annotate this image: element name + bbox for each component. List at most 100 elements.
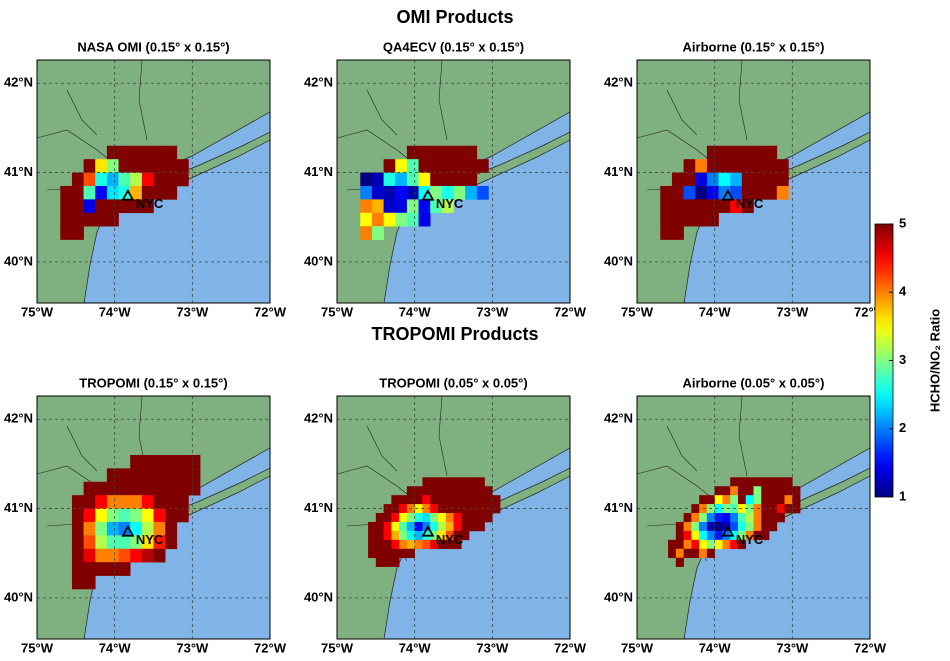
nyc-marker: [721, 524, 735, 537]
grid-cell: [153, 535, 166, 550]
grid-cell: [406, 212, 419, 227]
grid-cell: [465, 185, 478, 200]
grid-cell: [106, 508, 119, 523]
panel-title: NASA OMI (0.15° x 0.15°): [77, 39, 229, 54]
grid-cell: [722, 495, 731, 505]
grid-cell: [414, 521, 423, 532]
panel-title: TROPOMI (0.15° x 0.15°): [79, 375, 227, 390]
grid-cell: [745, 495, 754, 505]
y-tick-label: 42°N: [4, 411, 33, 426]
grid-cell: [683, 539, 692, 550]
grid-cell: [130, 159, 143, 173]
grid-cell: [776, 486, 785, 496]
grid-cell: [71, 172, 84, 187]
grid-cell: [118, 172, 131, 187]
grid-cell: [671, 172, 684, 187]
grid-cell: [718, 159, 731, 173]
grid-cell: [761, 486, 770, 496]
nyc-marker: [121, 188, 135, 201]
grid-cell: [706, 548, 715, 559]
grid-cell: [141, 159, 154, 173]
nyc-label: NYC: [436, 532, 464, 547]
grid-cell: [776, 513, 785, 523]
grid-cell: [660, 212, 673, 227]
grid-cell: [660, 226, 673, 240]
grid-cell: [391, 513, 400, 523]
grid-cell: [699, 513, 708, 523]
grid-cell: [141, 521, 154, 536]
grid-cell: [422, 504, 431, 514]
grid-cell: [695, 199, 708, 214]
grid-cell: [83, 159, 96, 173]
grid-cell: [95, 548, 108, 563]
grid-cell: [406, 199, 419, 214]
panel-frame: [636, 395, 871, 640]
grid-cell: [492, 504, 501, 514]
grid-cell: [753, 477, 762, 487]
grid-cell: [141, 535, 154, 550]
grid-cell: [441, 159, 454, 173]
grid-cell: [176, 481, 189, 496]
grid-cell: [165, 535, 178, 550]
grid-cell: [83, 495, 96, 509]
x-tick-label: 75°W: [621, 304, 654, 319]
grid-cell: [776, 477, 785, 487]
grid-cell: [453, 495, 462, 505]
y-tick-label: 40°N: [304, 589, 333, 604]
grid-cell: [453, 145, 466, 160]
grid-cell: [399, 548, 408, 559]
panel-title: TROPOMI (0.05° x 0.05°): [379, 375, 527, 390]
grid-cell: [83, 535, 96, 550]
grid-cell: [714, 513, 723, 523]
x-tick-label: 72°W: [254, 304, 287, 319]
grid-cell: [769, 513, 778, 523]
grid-cell: [683, 513, 692, 523]
x-tick-label: 72°W: [554, 640, 587, 655]
grid-cell: [699, 521, 708, 532]
x-tick-label: 73°W: [476, 640, 509, 655]
grid-cell: [691, 548, 700, 559]
section-title: OMI Products: [396, 7, 513, 27]
grid-cell: [683, 212, 696, 227]
grid-cell: [706, 513, 715, 523]
grid-cell: [675, 557, 684, 567]
grid-cell: [437, 521, 447, 532]
grid-cell: [414, 504, 423, 514]
grid-cell: [437, 513, 447, 523]
map-panel: 75°W 74°W 73°W 72°W 42°N 41°N 40°N NYC: [4, 395, 287, 655]
grid-cell: [371, 226, 384, 240]
y-tick-label: 41°N: [604, 500, 633, 515]
grid-cell: [95, 508, 108, 523]
grid-cell: [165, 521, 178, 536]
grid-cell: [445, 513, 454, 523]
grid-cell: [683, 548, 692, 559]
grid-cell: [476, 513, 485, 523]
grid-cell: [375, 513, 384, 523]
x-tick-label: 75°W: [21, 304, 54, 319]
nyc-marker: [121, 524, 135, 537]
colorbar-tick-label: 1: [899, 488, 906, 503]
grid-cell: [769, 477, 778, 487]
grid-cell: [761, 513, 770, 523]
grid-cell: [106, 495, 119, 509]
grid-cell: [706, 145, 719, 160]
grid-cell: [141, 495, 154, 509]
grid-cell: [730, 530, 739, 541]
grid-cell: [83, 212, 96, 227]
grid-cell: [71, 521, 84, 536]
grid-cell: [130, 199, 143, 214]
grid-cell: [360, 199, 373, 214]
grid-cell: [106, 212, 119, 227]
grid-cell: [360, 212, 373, 227]
grid-cell: [165, 172, 178, 187]
grid-cell: [745, 521, 754, 532]
grid-cell: [130, 145, 143, 160]
grid-cell: [141, 145, 154, 160]
grid-cell: [706, 539, 715, 550]
grid-cell: [165, 454, 178, 469]
grid-cell: [765, 145, 778, 160]
grid-cell: [445, 486, 454, 496]
grid-cell: [71, 212, 84, 227]
grid-cell: [141, 468, 154, 483]
